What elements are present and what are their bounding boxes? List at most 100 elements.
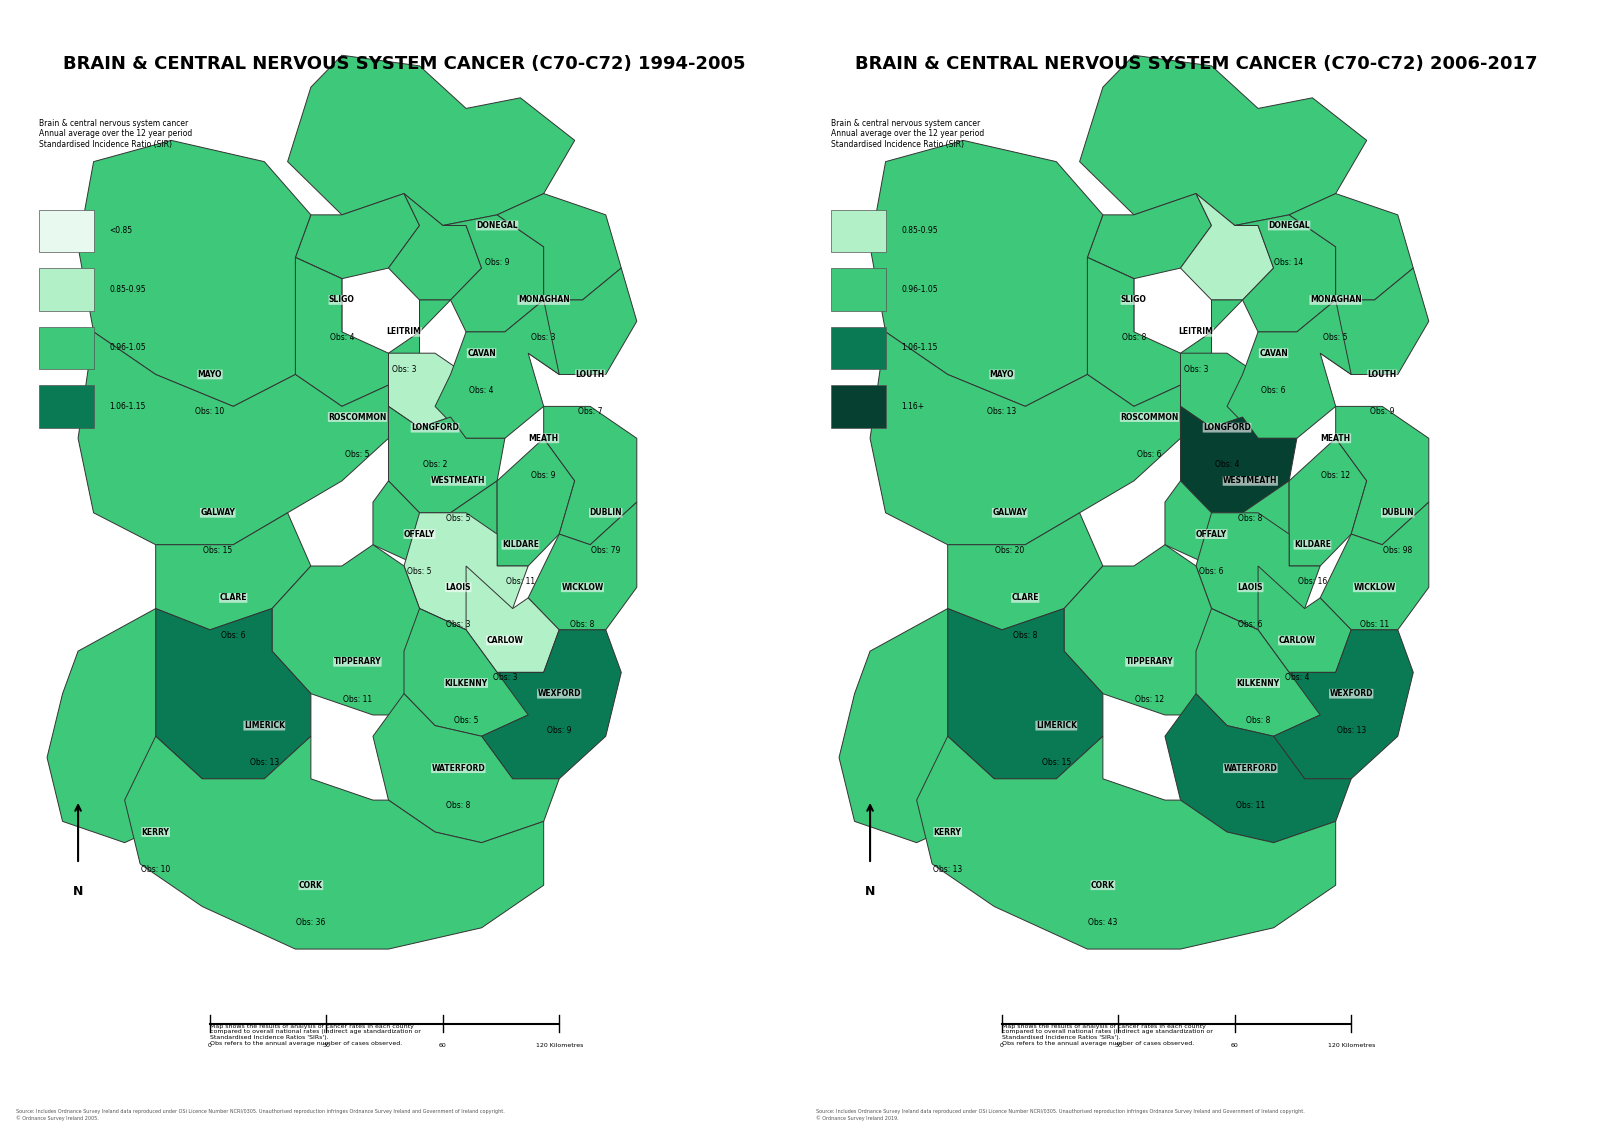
Text: LONGFORD: LONGFORD <box>411 423 459 432</box>
Polygon shape <box>296 257 451 406</box>
Text: Source: Includes Ordnance Survey Ireland data reproduced under OSi Licence Numbe: Source: Includes Ordnance Survey Ireland… <box>816 1109 1304 1121</box>
Polygon shape <box>1088 194 1211 278</box>
Text: MONAGHAN: MONAGHAN <box>518 295 570 305</box>
Polygon shape <box>1088 257 1243 406</box>
Text: Obs: 12: Obs: 12 <box>1322 471 1350 480</box>
Text: Obs: 6: Obs: 6 <box>1261 386 1286 395</box>
Text: KILKENNY: KILKENNY <box>1237 678 1280 687</box>
Text: CORK: CORK <box>299 881 323 890</box>
Polygon shape <box>296 194 419 278</box>
Polygon shape <box>1064 544 1258 715</box>
Text: Obs: 8: Obs: 8 <box>1013 631 1037 640</box>
Polygon shape <box>1336 406 1429 544</box>
Polygon shape <box>1320 503 1429 629</box>
Text: DONEGAL: DONEGAL <box>477 221 518 230</box>
Polygon shape <box>389 353 466 428</box>
Text: Obs: 6: Obs: 6 <box>221 631 245 640</box>
Text: Obs: 4: Obs: 4 <box>1214 461 1240 470</box>
Polygon shape <box>155 513 310 629</box>
Text: CLARE: CLARE <box>219 593 246 602</box>
Text: 30: 30 <box>323 1043 330 1048</box>
Text: KERRY: KERRY <box>934 827 962 837</box>
Text: 0: 0 <box>208 1043 211 1048</box>
Text: MONAGHAN: MONAGHAN <box>1310 295 1362 305</box>
Text: WESTMEATH: WESTMEATH <box>430 477 485 486</box>
Text: LAOIS: LAOIS <box>445 583 470 592</box>
Polygon shape <box>1197 513 1320 629</box>
Polygon shape <box>947 609 1102 779</box>
FancyBboxPatch shape <box>40 385 93 428</box>
Text: Obs: 43: Obs: 43 <box>1088 918 1117 927</box>
Text: SLIGO: SLIGO <box>330 295 355 305</box>
Polygon shape <box>435 300 560 438</box>
Text: Obs: 6: Obs: 6 <box>1238 620 1262 629</box>
FancyBboxPatch shape <box>40 209 93 252</box>
Text: KILDARE: KILDARE <box>1294 540 1331 549</box>
Polygon shape <box>1165 481 1290 566</box>
Polygon shape <box>389 406 506 513</box>
Text: 60: 60 <box>438 1043 446 1048</box>
Polygon shape <box>403 609 544 736</box>
Text: 0.96-1.05: 0.96-1.05 <box>109 343 146 352</box>
Text: OFFALY: OFFALY <box>403 530 435 539</box>
Text: Obs: 8: Obs: 8 <box>446 801 470 809</box>
Polygon shape <box>482 629 621 779</box>
Text: Obs: 6: Obs: 6 <box>1200 567 1224 576</box>
Text: <0.85: <0.85 <box>109 226 133 235</box>
Text: 0: 0 <box>1000 1043 1003 1048</box>
Polygon shape <box>466 566 560 672</box>
Text: Obs: 11: Obs: 11 <box>342 695 373 703</box>
Text: DUBLIN: DUBLIN <box>1381 508 1414 517</box>
Polygon shape <box>1197 609 1336 736</box>
Text: N: N <box>74 885 83 898</box>
Text: Obs: 3: Obs: 3 <box>493 674 517 683</box>
Polygon shape <box>288 55 574 225</box>
Text: Obs: 11: Obs: 11 <box>506 577 534 586</box>
Text: TIPPERARY: TIPPERARY <box>334 658 381 667</box>
Text: LIMERICK: LIMERICK <box>243 721 285 730</box>
Text: Obs: 3: Obs: 3 <box>1184 365 1208 374</box>
Text: 0.96-1.05: 0.96-1.05 <box>901 285 938 294</box>
Text: Obs: 8: Obs: 8 <box>1122 333 1146 342</box>
Polygon shape <box>125 736 544 949</box>
Polygon shape <box>1181 406 1298 513</box>
Text: LOUTH: LOUTH <box>1368 370 1397 379</box>
Text: Obs: 6: Obs: 6 <box>1138 449 1162 458</box>
Text: Obs: 15: Obs: 15 <box>1042 758 1070 767</box>
Text: LEITRIM: LEITRIM <box>387 327 421 336</box>
Text: LONGFORD: LONGFORD <box>1203 423 1251 432</box>
Polygon shape <box>1320 268 1429 375</box>
FancyBboxPatch shape <box>832 385 886 428</box>
Polygon shape <box>1274 629 1413 779</box>
Polygon shape <box>1235 215 1336 332</box>
Polygon shape <box>155 609 310 779</box>
Text: Obs: 5: Obs: 5 <box>408 567 432 576</box>
Text: 30: 30 <box>1115 1043 1122 1048</box>
Text: Brain & central nervous system cancer
Annual average over the 12 year period
Sta: Brain & central nervous system cancer An… <box>40 119 192 149</box>
Text: KILDARE: KILDARE <box>502 540 539 549</box>
Polygon shape <box>78 332 389 544</box>
Polygon shape <box>1165 694 1350 842</box>
Text: Obs: 13: Obs: 13 <box>933 865 962 874</box>
Polygon shape <box>528 268 637 375</box>
Text: Obs: 10: Obs: 10 <box>195 408 224 417</box>
Text: CARLOW: CARLOW <box>486 636 523 645</box>
Text: Obs: 4: Obs: 4 <box>330 333 354 342</box>
Text: 1.16+: 1.16+ <box>901 402 925 411</box>
Text: Obs: 9: Obs: 9 <box>531 471 555 480</box>
Text: WICKLOW: WICKLOW <box>562 583 603 592</box>
Text: Map shows the results of analysis of cancer rates in each county
compared to ove: Map shows the results of analysis of can… <box>210 1023 421 1046</box>
Polygon shape <box>870 140 1134 406</box>
Text: Obs: 15: Obs: 15 <box>203 546 232 555</box>
Text: GALWAY: GALWAY <box>992 508 1027 517</box>
Text: LIMERICK: LIMERICK <box>1035 721 1077 730</box>
Polygon shape <box>838 609 994 842</box>
Text: Obs: 10: Obs: 10 <box>141 865 170 874</box>
Text: Obs: 5: Obs: 5 <box>446 514 470 523</box>
Text: Source: Includes Ordnance Survey Ireland data reproduced under OSi Licence Numbe: Source: Includes Ordnance Survey Ireland… <box>16 1109 504 1121</box>
FancyBboxPatch shape <box>40 326 93 369</box>
FancyBboxPatch shape <box>832 209 886 252</box>
Polygon shape <box>1290 194 1413 300</box>
Polygon shape <box>1080 55 1366 225</box>
Polygon shape <box>272 544 466 715</box>
